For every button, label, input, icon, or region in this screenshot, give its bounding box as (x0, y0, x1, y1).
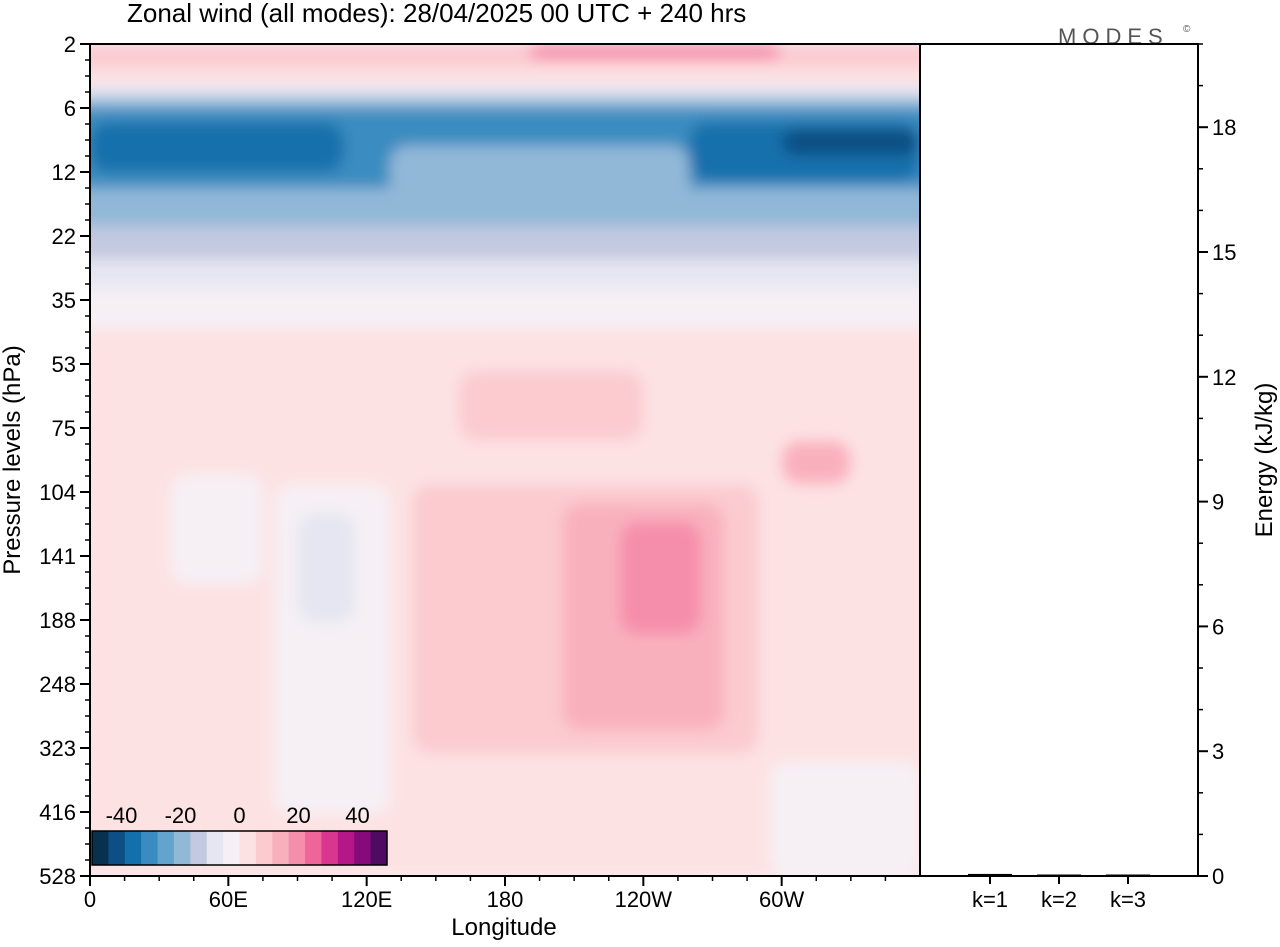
colorbar-tick-label: 40 (345, 803, 369, 828)
colorbar-tick-label: -20 (165, 803, 197, 828)
heatmap-region (90, 188, 920, 226)
heatmap-region (170, 474, 263, 585)
energy-tick-label: 0 (1212, 864, 1224, 889)
pressure-tick-label: 35 (52, 288, 76, 313)
energy-axis-label: Energy (kJ/kg) (1251, 383, 1278, 538)
heatmap-region (297, 513, 356, 623)
energy-tick-label: 12 (1212, 365, 1236, 390)
heatmap-region (528, 44, 782, 60)
x-axis-label: Longitude (451, 914, 556, 941)
colorbar-swatch (92, 831, 109, 865)
heatmap-region (90, 84, 920, 98)
pressure-axis: 2 6 12 22 35 53 75 104 141 188 248 323 416 528 (39, 32, 90, 889)
heatmap-region (90, 122, 344, 172)
longitude-tick-label: 60E (209, 887, 248, 912)
heatmap-region (458, 370, 644, 441)
longitude-axis: 0 60E 120E 180 120W 60W (84, 876, 887, 912)
energy-tick-label: 3 (1212, 739, 1224, 764)
longitude-tick-label: 0 (84, 887, 96, 912)
colorbar-swatch (239, 831, 257, 865)
heatmap-region (781, 128, 920, 156)
heatmap-region (90, 225, 920, 260)
colorbar-swatch (157, 831, 175, 865)
modes-logo-mark: © (1183, 24, 1191, 35)
heatmap-region (90, 348, 240, 428)
y-axis-label: Pressure levels (hPa) (0, 345, 26, 574)
pressure-tick-label: 75 (52, 416, 76, 441)
colorbar-swatch (190, 831, 208, 865)
colorbar-swatch (370, 831, 388, 865)
colorbar-swatch (206, 831, 224, 865)
energy-bar (1106, 874, 1150, 876)
longitude-tick-label: 180 (487, 887, 524, 912)
chart-title: Zonal wind (all modes): 28/04/2025 00 UT… (127, 0, 746, 28)
wavenumber-tick-label: k=2 (1041, 887, 1077, 912)
pressure-tick-label: 6 (64, 96, 76, 121)
heatmap-regions (90, 44, 920, 876)
colorbar: -40 -20 0 20 40 (91, 803, 388, 866)
pressure-tick-label: 323 (39, 736, 76, 761)
pressure-tick-label: 104 (39, 480, 76, 505)
colorbar-swatch (223, 831, 240, 865)
heatmap-region (620, 522, 701, 635)
heatmap-region (781, 440, 851, 485)
heatmap-region (90, 97, 920, 108)
heatmap-plot (90, 44, 920, 876)
pressure-tick-label: 2 (64, 32, 76, 57)
heatmap-region (90, 44, 920, 68)
longitude-tick-label: 120W (615, 887, 673, 912)
energy-panel: 0 3 6 9 12 15 18 k=1 k=2 k=3 (919, 43, 1236, 912)
pressure-tick-label: 22 (52, 224, 76, 249)
energy-tick-label: 15 (1212, 240, 1236, 265)
colorbar-swatch (305, 831, 322, 865)
wavenumber-axis: k=1 k=2 k=3 (972, 876, 1146, 912)
heatmap-region (90, 287, 920, 329)
pressure-tick-label: 53 (52, 352, 76, 377)
energy-axis: 0 3 6 9 12 15 18 (1198, 43, 1236, 889)
colorbar-tick-label: 20 (286, 803, 310, 828)
energy-bar (968, 873, 1012, 876)
colorbar-frame (91, 830, 388, 866)
pressure-tick-label: 12 (52, 160, 76, 185)
colorbar-tick-label: 0 (233, 803, 245, 828)
heatmap-region (90, 67, 920, 85)
colorbar-swatch (288, 831, 306, 865)
heatmap-region (90, 259, 920, 288)
colorbar-swatch (337, 831, 355, 865)
pressure-tick-label: 248 (39, 672, 76, 697)
wavenumber-tick-label: k=1 (972, 887, 1008, 912)
longitude-tick-label: 120E (341, 887, 392, 912)
energy-bar (1037, 874, 1081, 876)
energy-bars (968, 873, 1150, 876)
colorbar-swatch (108, 831, 126, 865)
colorbar-swatch (321, 831, 339, 865)
colorbar-swatch (272, 831, 290, 865)
wavenumber-tick-label: k=3 (1110, 887, 1146, 912)
longitude-tick-label: 60W (759, 887, 804, 912)
energy-tick-label: 6 (1212, 614, 1224, 639)
colorbar-swatch (255, 831, 273, 865)
pressure-tick-label: 141 (39, 544, 76, 569)
pressure-tick-label: 528 (39, 864, 76, 889)
pressure-tick-label: 188 (39, 608, 76, 633)
heatmap-region (389, 145, 690, 203)
colorbar-swatch (141, 831, 159, 865)
pressure-tick-label: 416 (39, 800, 76, 825)
energy-tick-label: 9 (1212, 490, 1224, 515)
energy-tick-label: 18 (1212, 115, 1236, 140)
energy-panel-frame (919, 43, 1199, 877)
colorbar-swatch (354, 831, 372, 865)
colorbar-swatch (124, 831, 142, 865)
colorbar-tick-label: -40 (106, 803, 138, 828)
colorbar-swatch (173, 831, 191, 865)
heatmap-region (770, 760, 920, 876)
